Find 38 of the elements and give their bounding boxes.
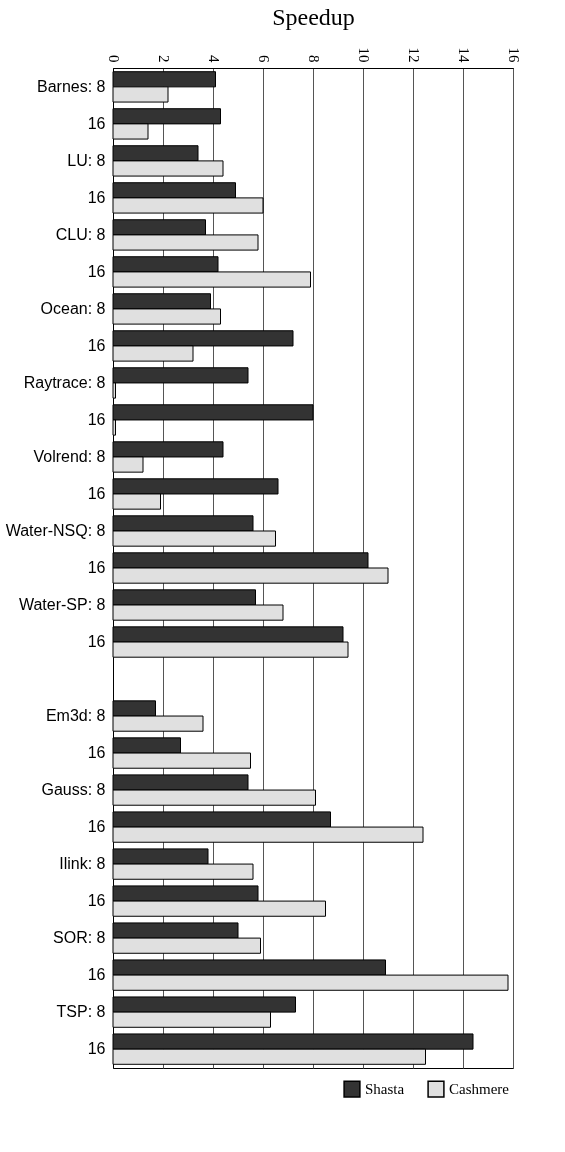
x-tick-label: 14	[455, 47, 472, 63]
y-tick-label: 16	[87, 410, 106, 428]
y-tick-label: 16	[87, 966, 106, 984]
y-tick-label: 16	[87, 1040, 106, 1058]
y-tick-label: 16	[87, 892, 106, 910]
y-tick-label: 16	[87, 818, 106, 836]
x-tick-label: 12	[405, 47, 422, 63]
y-tick-label: LU: 8	[67, 151, 106, 169]
x-axis-title: Speedup	[272, 3, 355, 30]
y-tick-label: Em3d: 8	[45, 707, 106, 725]
x-tick-label: 10	[355, 47, 372, 63]
x-tick-label: 0	[105, 55, 122, 63]
y-tick-label: 16	[87, 188, 106, 206]
x-tick-label: 2	[155, 55, 172, 63]
y-tick-label: 16	[87, 484, 106, 502]
y-tick-label: SOR: 8	[53, 929, 106, 947]
y-tick-label: 16	[87, 114, 106, 132]
legend-label: Cashmere	[449, 1081, 510, 1098]
y-tick-label: CLU: 8	[55, 225, 106, 243]
x-tick-label: 16	[505, 47, 522, 63]
y-tick-label: Raytrace: 8	[23, 373, 106, 391]
y-tick-label: 16	[87, 262, 106, 280]
y-tick-label: 16	[87, 744, 106, 762]
y-tick-label: Gauss: 8	[41, 781, 106, 799]
y-tick-label: 16	[87, 336, 106, 354]
x-tick-label: 4	[205, 55, 222, 63]
y-tick-label: Water-SP: 8	[18, 596, 106, 614]
x-tick-label: 6	[255, 55, 272, 63]
x-tick-label: 8	[305, 55, 322, 63]
y-tick-label: Barnes: 8	[37, 77, 106, 95]
legend-label: Shasta	[365, 1081, 405, 1098]
y-tick-label: 16	[87, 633, 106, 651]
y-tick-label: TSP: 8	[56, 1003, 106, 1021]
y-tick-label: Volrend: 8	[33, 447, 106, 465]
y-tick-label: Ilink: 8	[59, 855, 106, 873]
y-tick-label: Water-NSQ: 8	[5, 521, 106, 539]
y-tick-label: Ocean: 8	[40, 299, 106, 317]
y-tick-label: 16	[87, 559, 106, 576]
